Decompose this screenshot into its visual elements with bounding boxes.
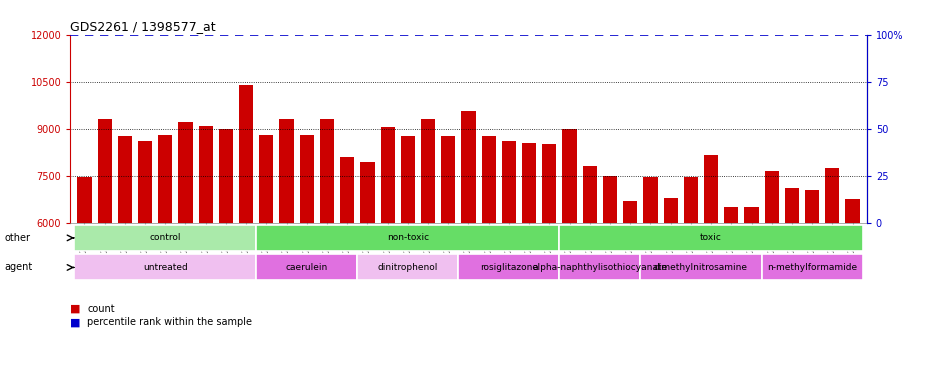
Text: toxic: toxic [699,233,722,242]
Bar [138,141,152,384]
Bar [198,126,212,384]
Bar [481,136,495,384]
Bar [97,119,111,384]
Bar [761,255,862,280]
Bar [521,143,535,384]
Text: count: count [87,304,114,314]
Bar [178,122,193,384]
Bar [380,127,394,384]
Bar [74,225,256,251]
Text: dinitrophenol: dinitrophenol [377,263,437,272]
Bar [360,162,374,384]
Text: ■: ■ [70,304,80,314]
Bar [441,136,455,384]
Text: non-toxic: non-toxic [387,233,429,242]
Bar [340,157,354,384]
Bar [703,155,717,384]
Bar [256,255,357,280]
Text: percentile rank within the sample: percentile rank within the sample [87,317,252,327]
Bar [279,119,293,384]
Bar [559,255,639,280]
Text: other: other [5,233,31,243]
Bar [118,136,132,384]
Bar [74,255,256,280]
Bar [219,129,233,384]
Bar [743,207,758,384]
Text: control: control [150,233,181,242]
Bar [300,135,314,384]
Text: n-methylformamide: n-methylformamide [767,263,856,272]
Bar [401,136,415,384]
Bar [239,85,253,384]
Bar [319,119,334,384]
Text: alpha-naphthylisothiocyanate: alpha-naphthylisothiocyanate [532,263,666,272]
Bar [420,119,434,384]
Bar [458,255,559,280]
Bar [683,177,697,384]
Bar [764,171,778,384]
Bar [643,177,657,384]
Bar [663,198,677,384]
Bar [582,166,596,384]
Bar [78,177,92,384]
Bar [256,225,559,251]
Text: caerulein: caerulein [285,263,328,272]
Text: GDS2261 / 1398577_at: GDS2261 / 1398577_at [70,20,215,33]
Bar [259,135,273,384]
Bar [158,135,172,384]
Text: ■: ■ [70,317,80,327]
Text: dimethylnitrosamine: dimethylnitrosamine [653,263,747,272]
Bar [562,129,576,384]
Bar [357,255,458,280]
Bar [784,188,798,384]
Text: untreated: untreated [143,263,187,272]
Text: agent: agent [5,262,33,273]
Bar [844,199,858,384]
Bar [639,255,761,280]
Bar [622,201,636,384]
Bar [804,190,818,384]
Bar [461,111,475,384]
Bar [502,141,516,384]
Bar [542,144,556,384]
Bar [825,168,839,384]
Text: rosiglitazone: rosiglitazone [479,263,537,272]
Bar [602,176,617,384]
Bar [724,207,738,384]
Bar [559,225,862,251]
